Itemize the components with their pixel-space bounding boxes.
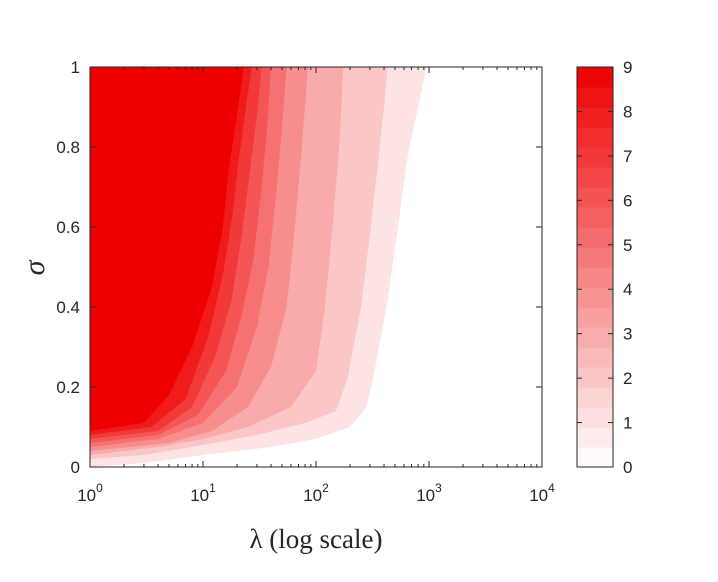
- contour-region-level-8.5: [90, 67, 244, 467]
- x-axis-title: λ (log scale): [249, 524, 382, 554]
- colorbar-band: [577, 367, 613, 388]
- colorbar-tick-label: 6: [623, 191, 632, 210]
- x-tick-label: 101: [190, 481, 216, 505]
- colorbar-band: [577, 167, 613, 188]
- plot-area: 100 101 102 103 104 0 0.2 0.4 0.6 0.8 1: [56, 58, 555, 505]
- y-tick-label: 1: [71, 58, 80, 77]
- y-tick-label: 0.8: [56, 138, 80, 157]
- colorbar-tick-label: 8: [623, 102, 632, 121]
- colorbar-tick-label: 2: [623, 369, 632, 388]
- x-tick-label: 102: [303, 481, 329, 505]
- colorbar-band: [577, 107, 613, 128]
- colorbar-tick-label: 3: [623, 325, 632, 344]
- y-axis-title: σ: [18, 259, 51, 275]
- x-axis: 100 101 102 103 104: [77, 67, 555, 505]
- x-tick-label: 103: [416, 481, 442, 505]
- colorbar-frame: [576, 66, 614, 468]
- colorbar-tick-label: 9: [623, 58, 632, 77]
- colorbar-band: [577, 407, 613, 428]
- colorbar-band: [577, 307, 613, 328]
- y-tick-label: 0: [71, 458, 80, 477]
- colorbar-band: [577, 327, 613, 348]
- colorbar-band: [577, 247, 613, 268]
- colorbar-tick-label: 0: [623, 458, 632, 477]
- colorbar-band: [577, 227, 613, 248]
- y-tick-label: 0.6: [56, 218, 80, 237]
- colorbar-tick-label: 1: [623, 414, 632, 433]
- colorbar-band: [577, 427, 613, 448]
- colorbar-ticks: 0 1 2 3 4 5 6 7 8 9: [577, 58, 632, 477]
- x-tick-label: 100: [77, 481, 103, 505]
- colorbar-band: [577, 347, 613, 368]
- colorbar-band: [577, 387, 613, 408]
- colorbar-band: [577, 187, 613, 208]
- colorbar-band: [577, 127, 613, 148]
- colorbar-tick-label: 5: [623, 236, 632, 255]
- colorbar: 0 1 2 3 4 5 6 7 8 9: [576, 58, 632, 477]
- colorbar-band: [577, 207, 613, 228]
- contour-fills: [90, 67, 427, 467]
- colorbar-band: [577, 147, 613, 168]
- y-axis: 0 0.2 0.4 0.6 0.8 1: [56, 58, 542, 477]
- colorbar-band: [577, 67, 613, 88]
- x-tick-label: 104: [529, 481, 555, 505]
- colorbar-band: [577, 267, 613, 288]
- y-tick-label: 0.2: [56, 378, 80, 397]
- colorbar-band: [577, 287, 613, 308]
- colorbar-tick-label: 4: [623, 280, 632, 299]
- y-tick-label: 0.4: [56, 298, 80, 317]
- colorbar-tick-label: 7: [623, 147, 632, 166]
- colorbar-band: [577, 447, 613, 468]
- colorbar-band: [577, 87, 613, 108]
- colorbar-bands: [577, 67, 613, 468]
